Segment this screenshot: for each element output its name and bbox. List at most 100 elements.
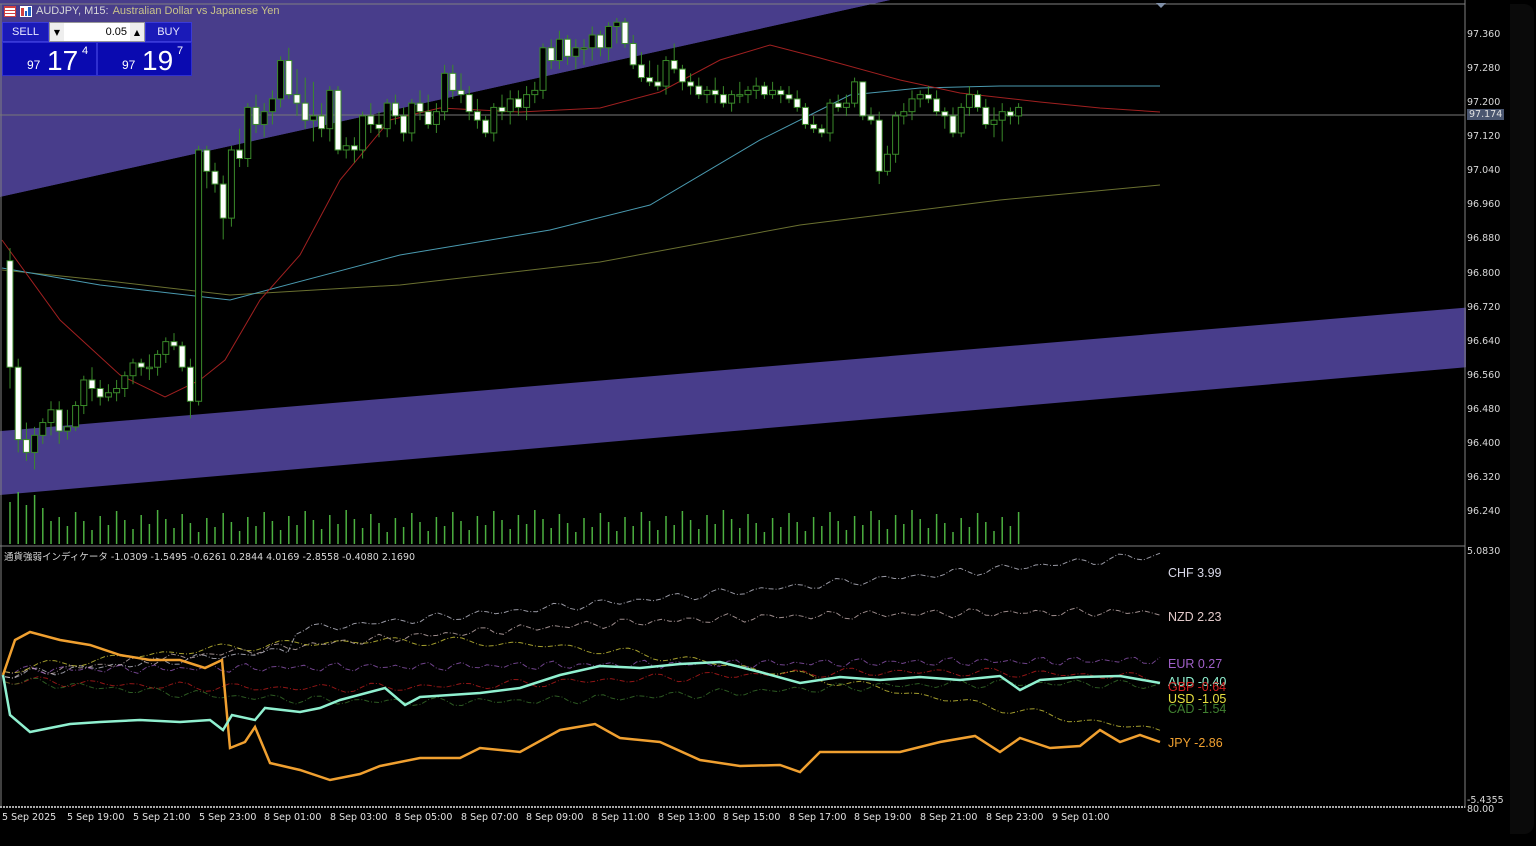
window-edge-shadow bbox=[1510, 4, 1534, 834]
candle-body bbox=[629, 43, 637, 66]
candle-body bbox=[137, 362, 145, 368]
lot-size-input[interactable]: 0.05 bbox=[105, 26, 127, 38]
strength-line-eur bbox=[4, 656, 1161, 675]
candle-body bbox=[785, 94, 793, 100]
candle-body bbox=[400, 115, 408, 134]
currency-label-eur: EUR 0.27 bbox=[1168, 657, 1223, 671]
sell-button[interactable]: SELL bbox=[2, 22, 49, 42]
candle-body bbox=[941, 111, 949, 117]
candle-body bbox=[104, 392, 112, 398]
sell-price-button[interactable]: 97 17 4 bbox=[2, 42, 97, 76]
candle-body bbox=[539, 47, 547, 91]
candle-body bbox=[88, 379, 96, 389]
candle-body bbox=[72, 405, 80, 428]
trade-panel-icon[interactable] bbox=[4, 5, 16, 17]
candle-body bbox=[80, 379, 88, 407]
candle-body bbox=[391, 102, 399, 117]
candle-body bbox=[63, 426, 71, 432]
candle-body bbox=[596, 34, 604, 49]
time-axis-label: 8 Sep 07:00 bbox=[461, 812, 519, 823]
time-axis-label: 5 Sep 21:00 bbox=[133, 812, 191, 823]
currency-label-jpy: JPY -2.86 bbox=[1168, 736, 1223, 750]
candle-body bbox=[424, 111, 432, 125]
channel-lower-band bbox=[0, 307, 1466, 495]
candle-body bbox=[252, 106, 260, 125]
candle-body bbox=[260, 111, 268, 125]
lot-size-stepper[interactable]: ▼ 0.05 ▲ bbox=[49, 22, 145, 42]
candle-body bbox=[334, 89, 342, 151]
candle-body bbox=[121, 375, 129, 389]
candle-body bbox=[236, 149, 244, 160]
candle-body bbox=[285, 60, 293, 96]
currency-label-chf: CHF 3.99 bbox=[1168, 566, 1222, 580]
one-click-trading-panel: SELL ▼ 0.05 ▲ BUY 97 17 4 97 19 7 bbox=[2, 22, 192, 76]
ma-mid-line bbox=[1, 85, 1160, 301]
candle-body bbox=[646, 77, 654, 83]
candle-body bbox=[465, 94, 473, 113]
time-axis-label: 8 Sep 17:00 bbox=[789, 812, 847, 823]
candle-body bbox=[867, 115, 875, 121]
time-axis-label: 8 Sep 03:00 bbox=[330, 812, 388, 823]
candle-body bbox=[268, 98, 276, 113]
candle-body bbox=[473, 111, 481, 121]
chart-type-icon[interactable] bbox=[20, 5, 32, 17]
price-axis-label: 96.480 bbox=[1467, 403, 1501, 415]
indicator-axis-extra: 80.00 bbox=[1467, 804, 1495, 815]
candle-body bbox=[244, 106, 252, 160]
candle-body bbox=[744, 89, 752, 96]
strength-line-usd bbox=[4, 636, 1161, 731]
lot-decrease-icon[interactable]: ▼ bbox=[50, 23, 64, 41]
strength-line-cad bbox=[4, 677, 1161, 707]
candle-body bbox=[678, 68, 686, 83]
candle-body bbox=[818, 128, 826, 134]
symbol-timeframe: AUDJPY, M15: bbox=[36, 5, 109, 17]
ask-big-figure: 19 bbox=[142, 45, 174, 76]
candle-body bbox=[449, 72, 457, 91]
candle-body bbox=[957, 106, 965, 134]
candle-body bbox=[498, 106, 506, 113]
candle-body bbox=[728, 94, 736, 104]
time-axis-label: 8 Sep 13:00 bbox=[658, 812, 716, 823]
candle-body bbox=[416, 102, 424, 113]
candle-body bbox=[777, 89, 785, 96]
strength-line-gbp bbox=[4, 667, 1161, 693]
candle-body bbox=[990, 119, 998, 125]
candle-body bbox=[793, 98, 801, 108]
buy-price-button[interactable]: 97 19 7 bbox=[97, 42, 192, 76]
time-axis-label: 5 Sep 19:00 bbox=[67, 812, 125, 823]
currency-label-cad: CAD -1.54 bbox=[1168, 702, 1227, 716]
candle-body bbox=[39, 422, 47, 436]
strength-line-chf bbox=[4, 552, 1161, 679]
price-axis-label: 97.040 bbox=[1467, 165, 1501, 177]
currency-label-usd: USD -1.05 bbox=[1168, 692, 1227, 706]
time-axis-label: 5 Sep 23:00 bbox=[199, 812, 257, 823]
candle-body bbox=[859, 81, 867, 117]
time-axis-label: 8 Sep 23:00 bbox=[986, 812, 1044, 823]
candle-body bbox=[531, 89, 539, 96]
candle-body bbox=[998, 111, 1006, 121]
candle-body bbox=[211, 170, 219, 185]
indicator-axis-bottom: -5.4355 bbox=[1467, 795, 1504, 806]
candle-body bbox=[711, 89, 719, 96]
price-axis-label: 96.800 bbox=[1467, 267, 1501, 279]
candle-body bbox=[490, 106, 498, 134]
ask-pipette: 7 bbox=[177, 45, 184, 57]
chart-title-bar: AUDJPY, M15: Australian Dollar vs Japane… bbox=[4, 3, 280, 19]
candle-body bbox=[318, 115, 326, 130]
candle-body bbox=[375, 123, 383, 130]
candle-body bbox=[572, 47, 580, 57]
price-axis-label: 96.880 bbox=[1467, 233, 1501, 245]
buy-button[interactable]: BUY bbox=[145, 22, 192, 42]
candle-body bbox=[687, 81, 695, 87]
candle-body bbox=[810, 123, 818, 130]
ma-slow-line bbox=[1, 184, 1161, 296]
price-axis-label: 96.400 bbox=[1467, 437, 1501, 449]
lot-increase-icon[interactable]: ▲ bbox=[130, 23, 144, 41]
bid-pipette: 4 bbox=[82, 45, 89, 57]
price-axis-label: 96.560 bbox=[1467, 369, 1501, 381]
candle-body bbox=[383, 102, 391, 130]
time-axis-label: 9 Sep 01:00 bbox=[1052, 812, 1110, 823]
candle-body bbox=[31, 434, 39, 453]
